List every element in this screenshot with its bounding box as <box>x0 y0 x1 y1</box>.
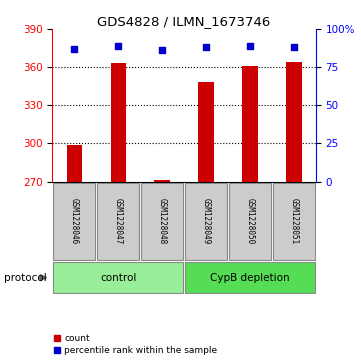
Bar <box>185 262 315 293</box>
Point <box>159 48 165 53</box>
Text: GSM1228051: GSM1228051 <box>290 198 299 245</box>
Text: protocol: protocol <box>4 273 46 283</box>
Bar <box>273 183 315 260</box>
Text: CypB depletion: CypB depletion <box>210 273 290 283</box>
Point <box>291 44 297 50</box>
Bar <box>229 183 271 260</box>
Bar <box>53 262 183 293</box>
Point <box>115 43 121 49</box>
Bar <box>185 183 227 260</box>
Point <box>203 44 209 50</box>
Point <box>71 46 77 52</box>
Legend: count, percentile rank within the sample: count, percentile rank within the sample <box>50 331 221 359</box>
Text: GSM1228047: GSM1228047 <box>114 198 123 245</box>
Bar <box>199 82 214 182</box>
Text: GSM1228046: GSM1228046 <box>70 198 79 245</box>
Text: GSM1228049: GSM1228049 <box>201 198 210 245</box>
Bar <box>155 180 170 182</box>
Title: GDS4828 / ILMN_1673746: GDS4828 / ILMN_1673746 <box>97 15 271 28</box>
Point <box>247 43 253 49</box>
Text: GSM1228048: GSM1228048 <box>158 198 167 245</box>
Text: control: control <box>100 273 136 283</box>
Bar <box>97 183 139 260</box>
Text: GSM1228050: GSM1228050 <box>245 198 255 245</box>
Bar <box>242 66 258 182</box>
Bar <box>286 62 301 182</box>
Bar <box>110 64 126 182</box>
Bar <box>53 183 95 260</box>
Bar <box>67 145 82 182</box>
Bar <box>141 183 183 260</box>
